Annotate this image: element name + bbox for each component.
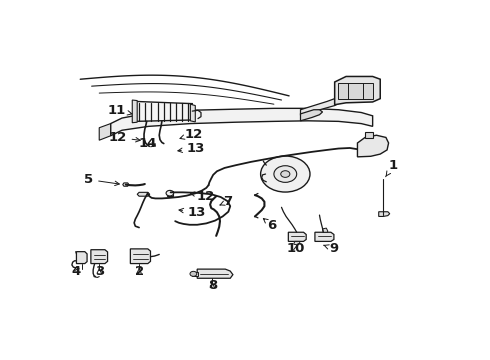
Text: 4: 4 — [72, 265, 81, 278]
Polygon shape — [339, 82, 372, 99]
Polygon shape — [294, 242, 300, 245]
Circle shape — [190, 271, 197, 276]
Text: 1: 1 — [386, 159, 398, 177]
Polygon shape — [358, 135, 389, 157]
Circle shape — [274, 166, 296, 183]
Text: 14: 14 — [139, 137, 157, 150]
Text: 10: 10 — [287, 242, 305, 255]
Text: 11: 11 — [107, 104, 132, 117]
Polygon shape — [137, 192, 150, 196]
Text: 13: 13 — [178, 142, 205, 155]
Text: 9: 9 — [324, 242, 339, 255]
Polygon shape — [76, 252, 87, 264]
Circle shape — [166, 190, 173, 196]
Polygon shape — [335, 76, 380, 105]
Text: 8: 8 — [208, 279, 217, 292]
Polygon shape — [379, 212, 390, 216]
Text: 12: 12 — [190, 190, 215, 203]
Polygon shape — [365, 132, 372, 138]
Polygon shape — [167, 191, 173, 195]
Polygon shape — [322, 228, 328, 232]
Polygon shape — [111, 108, 372, 136]
Polygon shape — [132, 100, 137, 123]
Text: 13: 13 — [179, 206, 206, 219]
Polygon shape — [315, 232, 334, 242]
Circle shape — [281, 171, 290, 177]
Polygon shape — [288, 232, 306, 242]
Text: 6: 6 — [263, 219, 277, 232]
Circle shape — [261, 156, 310, 192]
Polygon shape — [300, 110, 322, 121]
Text: 2: 2 — [135, 265, 144, 278]
Polygon shape — [190, 104, 196, 122]
Text: 7: 7 — [220, 195, 232, 208]
Polygon shape — [99, 123, 111, 140]
Polygon shape — [192, 272, 198, 276]
Text: 12: 12 — [180, 128, 202, 141]
Polygon shape — [130, 249, 150, 264]
Polygon shape — [123, 183, 129, 186]
Polygon shape — [300, 99, 342, 115]
Text: 12: 12 — [108, 131, 140, 144]
Text: 3: 3 — [95, 265, 104, 278]
Polygon shape — [197, 269, 233, 278]
Polygon shape — [135, 102, 192, 121]
Polygon shape — [91, 250, 108, 264]
Text: 5: 5 — [84, 173, 120, 186]
